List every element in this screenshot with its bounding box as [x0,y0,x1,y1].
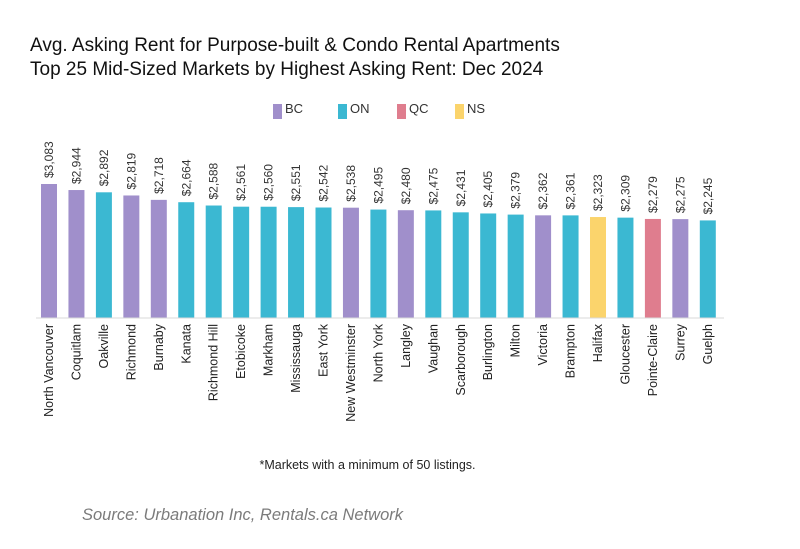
category-label-east-york: East York [317,323,331,377]
bar-oakville [95,192,112,318]
category-label-coquitlam: Coquitlam [69,324,83,380]
value-label-oakville: $2,892 [97,149,111,186]
bar-east-york [315,207,332,318]
category-label-victoria: Victoria [536,324,550,366]
legend-swatch-qc [397,104,406,119]
bar-milton [507,214,524,318]
bar-north-york [370,209,387,318]
category-label-oakville: Oakville [97,324,111,369]
category-label-new-westminster: New Westminster [344,324,358,422]
value-labels: $3,083 $2,944 $2,892 $2,819 $2,718 $2,664 $2,5… [42,141,715,214]
chart-title: Avg. Asking Rent for Purpose-built & Con… [30,34,560,82]
value-label-burlington: $2,405 [481,170,495,207]
category-label-gloucester: Gloucester [618,324,632,384]
value-label-brampton: $2,361 [564,172,578,209]
bar-coquitlam [68,190,85,318]
bar-kanata [178,202,195,318]
value-label-guelph: $2,245 [701,177,715,214]
bar-scarborough [452,212,469,318]
bar-guelph [699,220,716,318]
value-label-etobicoke: $2,561 [234,164,248,201]
value-label-gloucester: $2,309 [618,175,632,212]
chart-title-line-1: Avg. Asking Rent for Purpose-built & Con… [30,35,560,56]
value-label-coquitlam: $2,944 [69,147,83,184]
legend-label-qc: QC [409,101,429,116]
bar-langley [397,210,414,318]
bar-vaughan [425,210,442,318]
chart-title-line-2: Top 25 Mid-Sized Markets by Highest Aski… [30,59,544,80]
bar-surrey [672,219,689,318]
bar-pointe-claire [644,218,661,318]
category-labels: North Vancouver Coquitlam Oakville Richmond… [42,323,715,421]
category-label-richmond-hill: Richmond Hill [207,324,221,401]
legend-label-bc: BC [285,101,303,116]
value-label-mississauga: $2,551 [289,164,303,201]
legend-swatch-on [338,104,347,119]
bar-north-vancouver [41,184,57,318]
category-label-richmond: Richmond [124,324,138,380]
category-label-milton: Milton [509,324,523,357]
category-label-etobicoke: Etobicoke [234,324,248,379]
category-label-guelph: Guelph [701,324,715,364]
category-label-burnaby: Burnaby [152,323,166,370]
bar-richmond-hill [205,205,222,318]
bar-brampton [562,215,579,318]
value-label-langley: $2,480 [399,167,413,204]
value-label-richmond-hill: $2,588 [207,162,221,199]
category-label-north-vancouver: North Vancouver [42,324,56,417]
legend-item-bc: BC [273,101,303,119]
footnote: *Markets with a minimum of 50 listings. [259,458,476,472]
value-label-kanata: $2,664 [179,159,193,196]
legend-item-qc: QC [397,101,429,119]
bar-new-westminster [342,207,359,318]
value-label-east-york: $2,542 [317,164,331,201]
value-label-vaughan: $2,475 [426,167,440,204]
legend: BC ON QC NS [273,101,485,119]
category-label-burlington: Burlington [481,324,495,380]
value-label-victoria: $2,362 [536,172,550,209]
legend-item-on: ON [338,101,370,119]
category-label-scarborough: Scarborough [454,324,468,396]
category-label-brampton: Brampton [564,324,578,378]
category-label-pointe-claire: Pointe-Claire [646,324,660,396]
bar-halifax [590,217,606,318]
bar-markham [260,206,277,318]
bar-etobicoke [233,206,250,318]
category-label-markham: Markham [262,324,276,376]
bar-victoria [535,215,552,318]
legend-swatch-bc [273,104,282,119]
legend-label-on: ON [350,101,370,116]
value-label-halifax: $2,323 [591,174,605,211]
legend-item-ns: NS [455,101,485,119]
value-label-richmond: $2,819 [124,152,138,189]
category-label-vaughan: Vaughan [426,324,440,373]
legend-swatch-ns [455,104,464,119]
value-label-milton: $2,379 [509,172,523,209]
category-label-surrey: Surrey [673,323,687,361]
value-label-north-vancouver: $3,083 [42,141,56,178]
category-label-mississauga: Mississauga [289,324,303,393]
category-label-kanata: Kanata [179,324,193,364]
value-label-markham: $2,560 [262,164,276,201]
value-label-north-york: $2,495 [371,167,385,204]
source-note: Source: Urbanation Inc, Rentals.ca Netwo… [82,506,403,524]
value-label-new-westminster: $2,538 [344,165,358,202]
value-label-surrey: $2,275 [673,176,687,213]
bar-gloucester [617,217,634,318]
bars [41,184,716,318]
category-label-halifax: Halifax [591,323,605,362]
value-label-scarborough: $2,431 [454,169,468,206]
bar-burlington [480,213,497,318]
category-label-north-york: North York [371,323,385,382]
bar-mississauga [288,207,305,318]
value-label-burnaby: $2,718 [152,157,166,194]
legend-label-ns: NS [467,101,485,116]
category-label-langley: Langley [399,323,413,368]
bar-richmond [123,195,140,318]
bar-burnaby [150,199,167,318]
value-label-pointe-claire: $2,279 [646,176,660,213]
